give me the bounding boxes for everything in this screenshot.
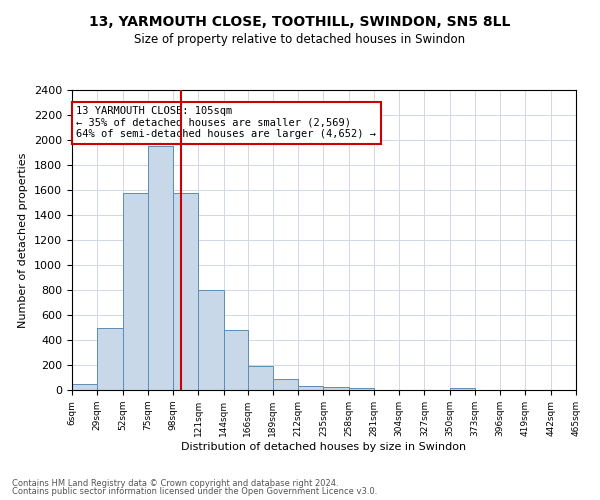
Bar (273, 380, 298, 390)
Text: Size of property relative to detached houses in Swindon: Size of property relative to detached ho… (134, 32, 466, 46)
Text: Contains HM Land Registry data © Crown copyright and database right 2024.: Contains HM Land Registry data © Crown c… (12, 478, 338, 488)
Bar (248, 366, 273, 390)
Bar (72, 384, 97, 390)
Bar (198, 290, 224, 390)
Bar (323, 386, 349, 390)
Bar (224, 330, 248, 390)
X-axis label: Distribution of detached houses by size in Swindon: Distribution of detached houses by size … (181, 442, 467, 452)
Bar (173, 192, 198, 390)
Bar (450, 388, 475, 390)
Bar (298, 386, 323, 390)
Y-axis label: Number of detached properties: Number of detached properties (19, 152, 28, 328)
Bar (349, 388, 374, 390)
Text: Contains public sector information licensed under the Open Government Licence v3: Contains public sector information licen… (12, 487, 377, 496)
Bar (97, 328, 122, 390)
Text: 13 YARMOUTH CLOSE: 105sqm
← 35% of detached houses are smaller (2,569)
64% of se: 13 YARMOUTH CLOSE: 105sqm ← 35% of detac… (76, 106, 376, 140)
Bar (148, 146, 173, 390)
Text: 13, YARMOUTH CLOSE, TOOTHILL, SWINDON, SN5 8LL: 13, YARMOUTH CLOSE, TOOTHILL, SWINDON, S… (89, 15, 511, 29)
Bar (122, 192, 148, 390)
